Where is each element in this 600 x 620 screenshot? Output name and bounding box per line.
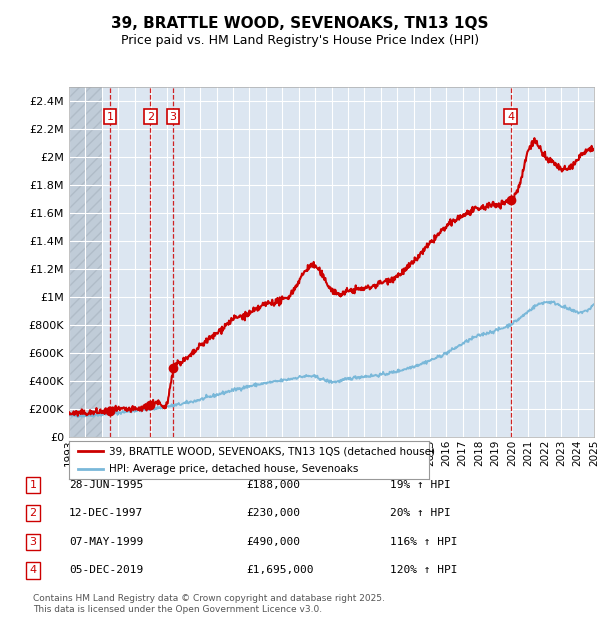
Text: 39, BRATTLE WOOD, SEVENOAKS, TN13 1QS: 39, BRATTLE WOOD, SEVENOAKS, TN13 1QS — [111, 16, 489, 30]
Text: 116% ↑ HPI: 116% ↑ HPI — [390, 537, 458, 547]
Text: 4: 4 — [29, 565, 37, 575]
Bar — [69, 87, 102, 437]
Text: 1: 1 — [106, 112, 113, 122]
Text: 20% ↑ HPI: 20% ↑ HPI — [390, 508, 451, 518]
Text: 28-JUN-1995: 28-JUN-1995 — [69, 480, 143, 490]
Text: 3: 3 — [29, 537, 37, 547]
Text: 07-MAY-1999: 07-MAY-1999 — [69, 537, 143, 547]
Text: 19% ↑ HPI: 19% ↑ HPI — [390, 480, 451, 490]
Text: Contains HM Land Registry data © Crown copyright and database right 2025.
This d: Contains HM Land Registry data © Crown c… — [33, 595, 385, 614]
Text: 39, BRATTLE WOOD, SEVENOAKS, TN13 1QS (detached house): 39, BRATTLE WOOD, SEVENOAKS, TN13 1QS (d… — [109, 446, 434, 456]
Text: 120% ↑ HPI: 120% ↑ HPI — [390, 565, 458, 575]
Text: 4: 4 — [507, 112, 514, 122]
Text: £230,000: £230,000 — [246, 508, 300, 518]
Text: £188,000: £188,000 — [246, 480, 300, 490]
Text: 3: 3 — [170, 112, 176, 122]
Text: 12-DEC-1997: 12-DEC-1997 — [69, 508, 143, 518]
Text: HPI: Average price, detached house, Sevenoaks: HPI: Average price, detached house, Seve… — [109, 464, 358, 474]
Text: £490,000: £490,000 — [246, 537, 300, 547]
Text: 1: 1 — [29, 480, 37, 490]
Text: 2: 2 — [29, 508, 37, 518]
Text: £1,695,000: £1,695,000 — [246, 565, 314, 575]
Text: 05-DEC-2019: 05-DEC-2019 — [69, 565, 143, 575]
Text: 2: 2 — [146, 112, 154, 122]
Text: Price paid vs. HM Land Registry's House Price Index (HPI): Price paid vs. HM Land Registry's House … — [121, 34, 479, 47]
